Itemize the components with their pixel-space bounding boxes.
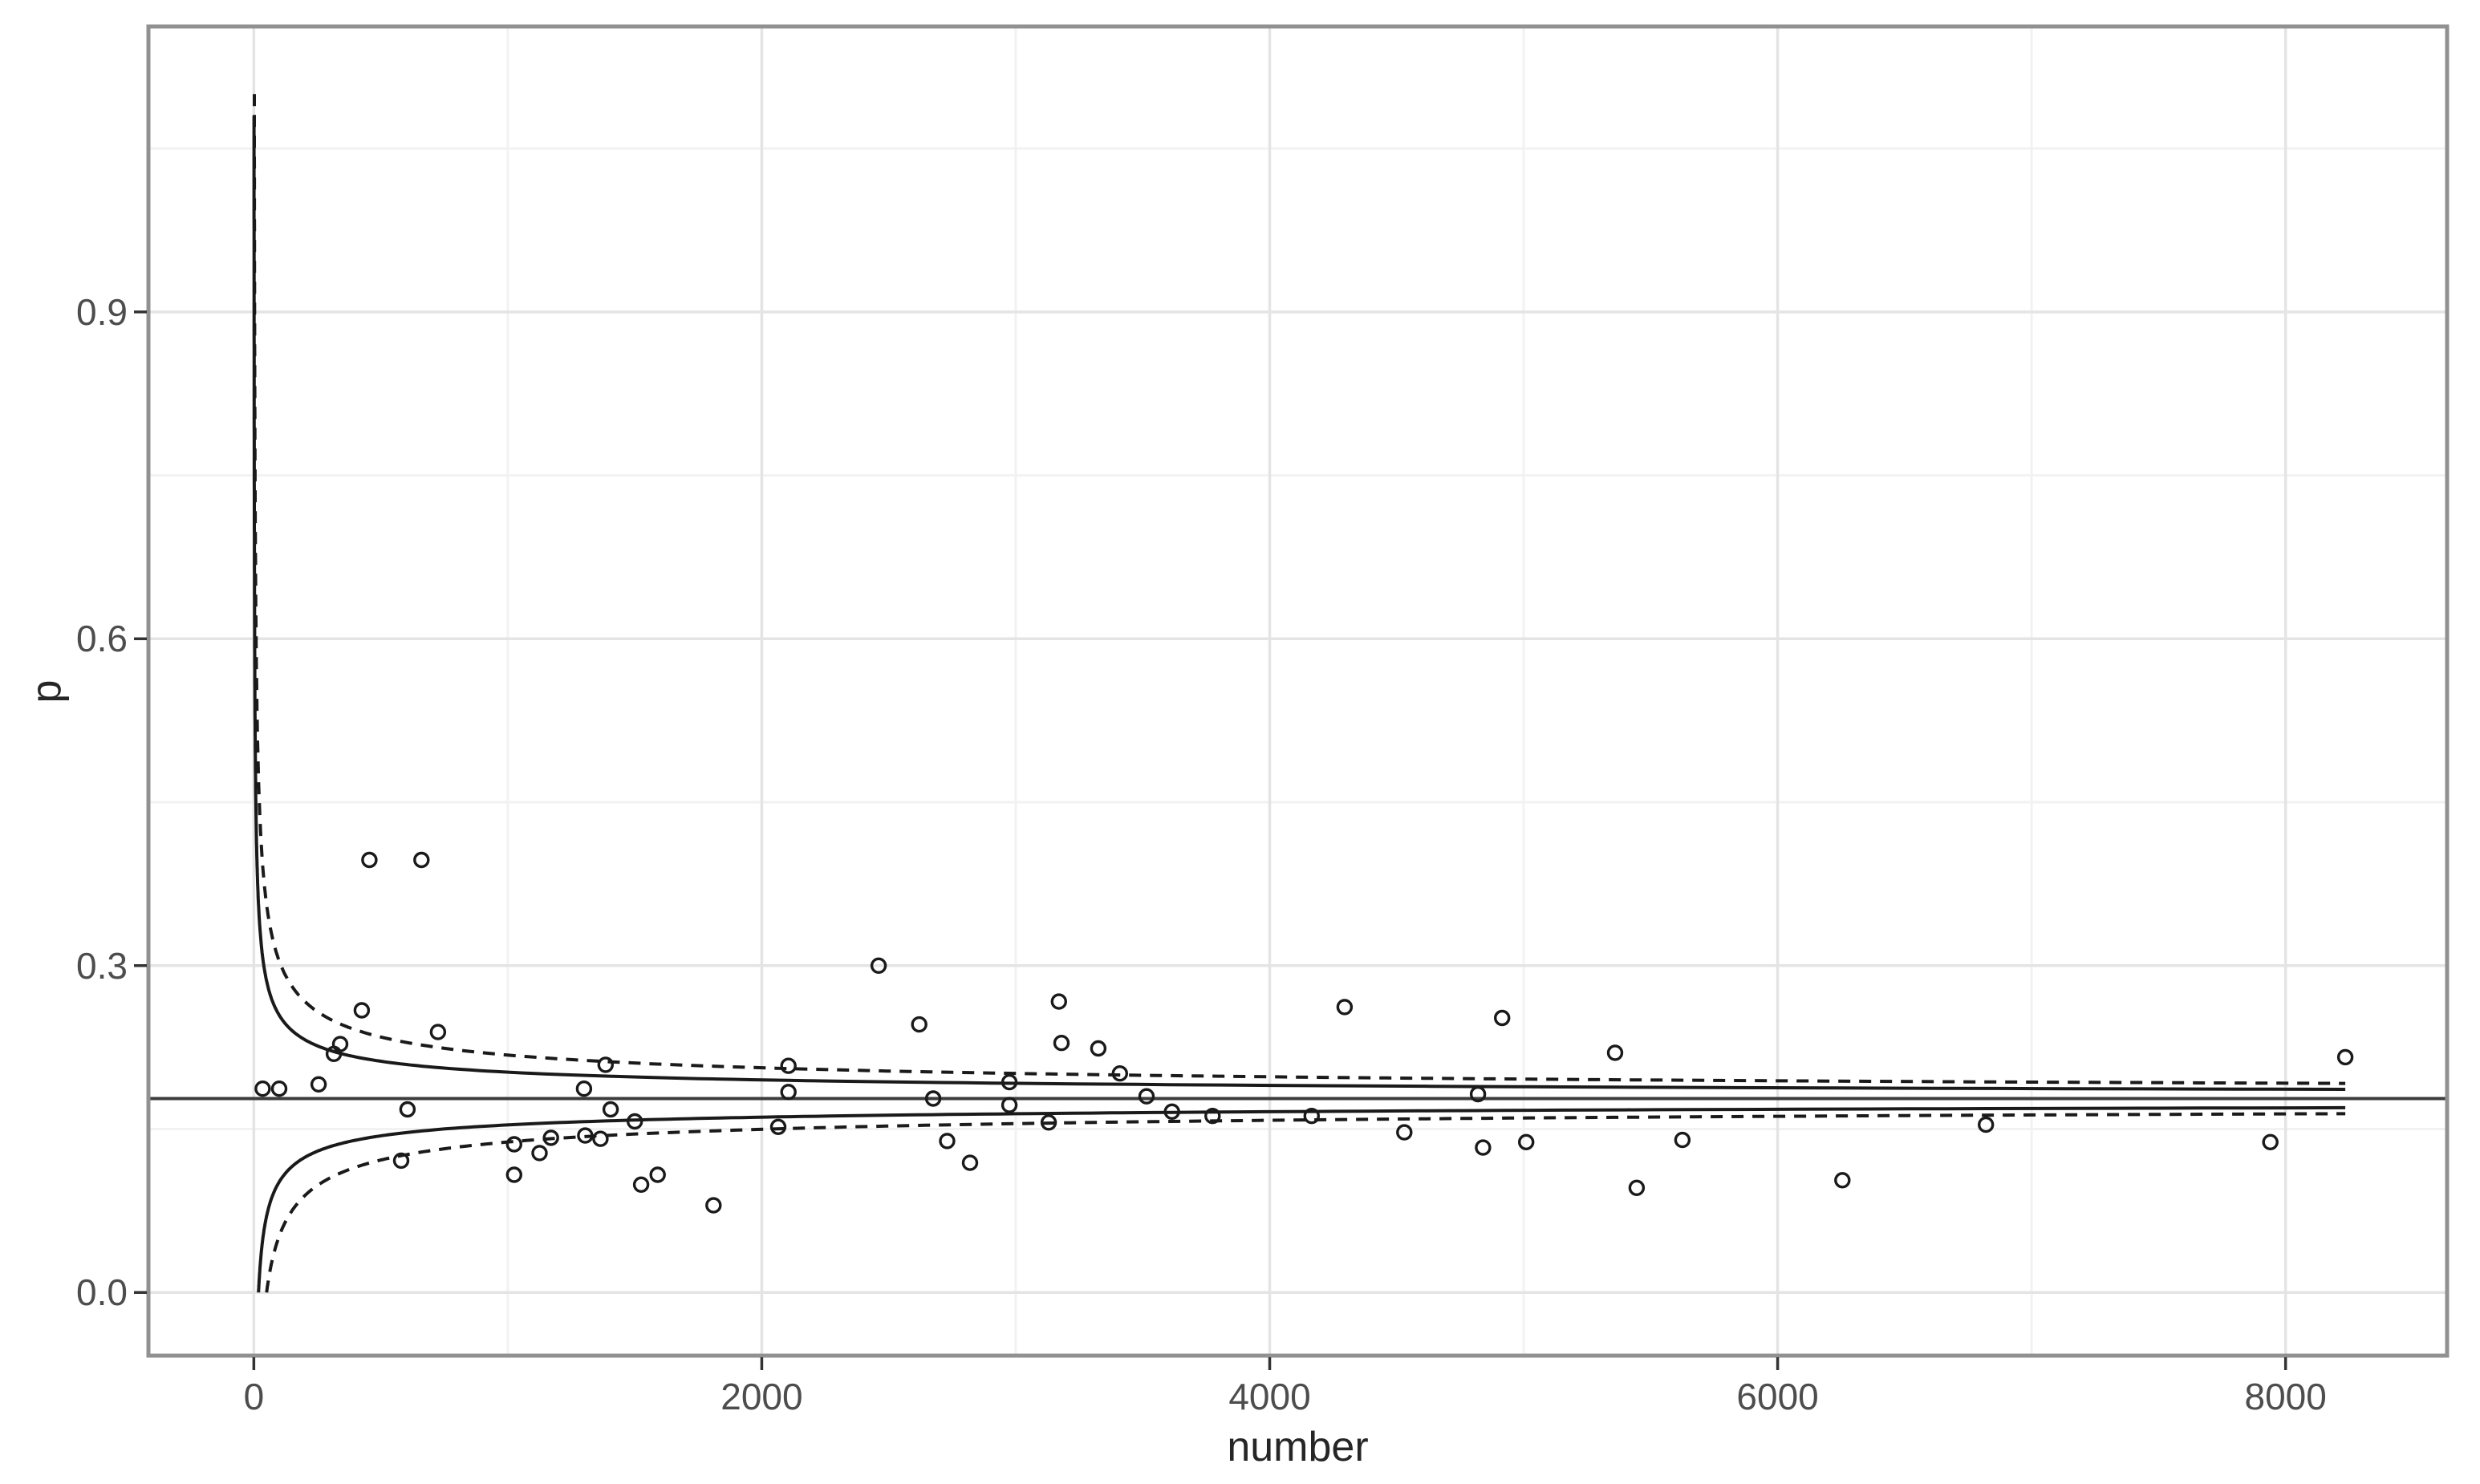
data-point bbox=[1336, 999, 1354, 1016]
data-point bbox=[575, 1080, 593, 1097]
data-point bbox=[632, 1176, 650, 1194]
data-point bbox=[592, 1130, 609, 1147]
data-point bbox=[1396, 1124, 1413, 1141]
data-point bbox=[1001, 1073, 1018, 1091]
data-point bbox=[505, 1136, 522, 1153]
funnel-limit-solid-lower bbox=[257, 1105, 2346, 1293]
data-point bbox=[254, 1080, 271, 1097]
funnel-limit-solid-upper bbox=[252, 116, 2346, 1091]
x-tick-label: 4000 bbox=[1228, 1376, 1311, 1417]
data-point bbox=[1111, 1064, 1129, 1082]
data-point bbox=[361, 851, 378, 869]
data-point bbox=[270, 1080, 288, 1097]
x-tick-label: 0 bbox=[243, 1376, 265, 1417]
data-point bbox=[597, 1056, 614, 1073]
data-point bbox=[429, 1024, 447, 1040]
funnel-limit-dashed-lower bbox=[265, 1112, 2346, 1293]
data-point bbox=[2262, 1133, 2279, 1151]
data-point bbox=[331, 1036, 349, 1052]
data-point bbox=[627, 1113, 643, 1130]
y-tick-label: 0.0 bbox=[76, 1271, 128, 1314]
data-point bbox=[649, 1166, 666, 1183]
data-point bbox=[911, 1016, 927, 1033]
data-point bbox=[1163, 1103, 1180, 1121]
data-point bbox=[1517, 1133, 1535, 1151]
data-point bbox=[531, 1145, 548, 1162]
data-point bbox=[2336, 1048, 2354, 1066]
panel-border bbox=[146, 24, 2450, 1358]
data-point bbox=[1040, 1114, 1057, 1131]
data-point bbox=[353, 1002, 371, 1019]
data-point bbox=[1493, 1009, 1511, 1027]
data-point bbox=[870, 957, 887, 975]
data-point bbox=[1138, 1088, 1155, 1105]
data-point bbox=[769, 1118, 787, 1136]
data-point bbox=[392, 1152, 410, 1170]
data-point bbox=[602, 1101, 619, 1118]
data-point bbox=[1090, 1040, 1107, 1057]
y-tick-label: 0.6 bbox=[76, 618, 128, 660]
data-point bbox=[1606, 1044, 1624, 1061]
data-point bbox=[413, 851, 430, 869]
data-point bbox=[1469, 1085, 1487, 1103]
data-point bbox=[1053, 1034, 1070, 1052]
y-tick-label: 0.3 bbox=[76, 944, 128, 987]
data-point bbox=[961, 1154, 979, 1171]
data-point bbox=[1475, 1139, 1492, 1156]
data-point bbox=[780, 1084, 797, 1101]
x-axis-title: number bbox=[1227, 1424, 1369, 1470]
data-point bbox=[1977, 1116, 1995, 1133]
data-point bbox=[310, 1076, 327, 1093]
data-point bbox=[1050, 993, 1068, 1010]
x-tick-label: 2000 bbox=[720, 1376, 803, 1417]
data-point bbox=[542, 1129, 559, 1146]
data-point bbox=[1674, 1131, 1691, 1149]
data-point bbox=[1204, 1107, 1221, 1125]
data-point bbox=[705, 1197, 722, 1214]
data-point bbox=[780, 1057, 797, 1074]
x-tick-label: 6000 bbox=[1736, 1376, 1819, 1417]
data-point bbox=[505, 1166, 522, 1183]
y-axis-title: p bbox=[23, 679, 70, 703]
data-point bbox=[939, 1133, 956, 1149]
data-point bbox=[1303, 1107, 1321, 1125]
data-point bbox=[924, 1090, 942, 1107]
data-point bbox=[577, 1127, 594, 1144]
data-point bbox=[399, 1101, 416, 1118]
data-point bbox=[1001, 1097, 1018, 1113]
x-tick-label: 8000 bbox=[2244, 1376, 2327, 1417]
data-point bbox=[1834, 1172, 1851, 1189]
y-tick-label: 0.9 bbox=[76, 290, 128, 333]
data-point bbox=[1628, 1179, 1646, 1197]
